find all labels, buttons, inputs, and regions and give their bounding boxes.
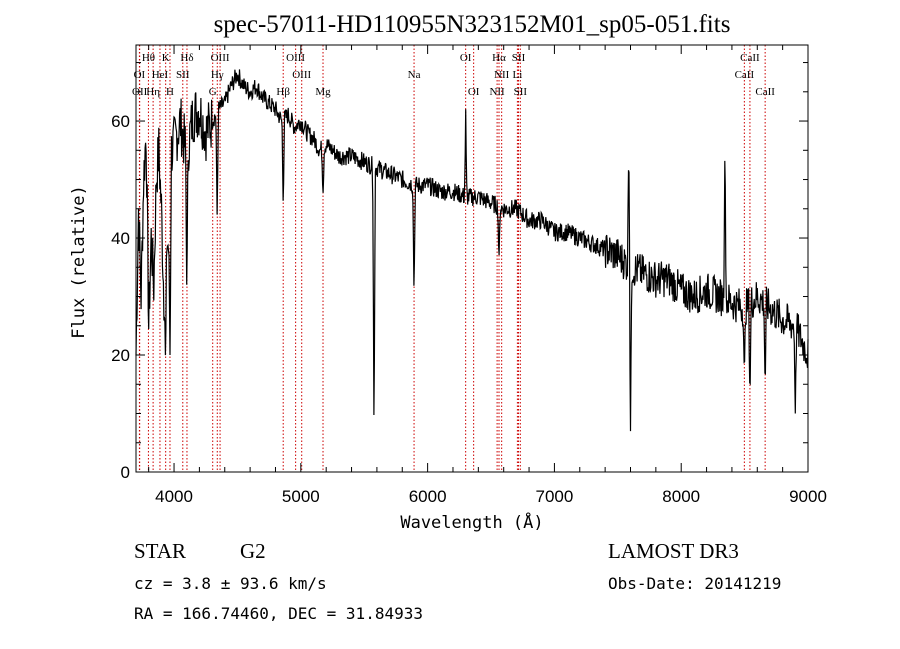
- x-axis-label: Wavelength (Å): [400, 511, 543, 533]
- line-label: G: [209, 86, 217, 98]
- line-label: Li: [513, 69, 523, 81]
- object-subclass: G2: [240, 539, 266, 563]
- line-label: Hθ: [142, 52, 155, 64]
- line-label: NII: [494, 69, 510, 81]
- x-tick-label: 5000: [282, 487, 320, 506]
- line-label: HeI: [152, 69, 169, 81]
- x-tick-label: 6000: [409, 487, 447, 506]
- y-tick-label: 0: [121, 463, 130, 482]
- y-axis-label: Flux (relative): [69, 185, 89, 339]
- y-tick-label: 40: [111, 229, 130, 248]
- line-label: OIII: [211, 52, 230, 64]
- plot-frame: [135, 44, 809, 473]
- line-label: Hγ: [211, 69, 224, 81]
- line-label: OI: [460, 52, 472, 64]
- spectrum-series: [135, 69, 809, 432]
- line-label: OI: [134, 69, 146, 81]
- line-label: SII: [176, 69, 190, 81]
- line-label: K: [162, 52, 170, 64]
- line-label: CaII: [735, 69, 755, 81]
- line-label: NII: [489, 86, 505, 98]
- line-label: Mg: [315, 86, 331, 98]
- line-label: OIII: [286, 52, 305, 64]
- obs-date-text: Obs-Date: 20141219: [608, 574, 782, 593]
- x-tick-label: 7000: [536, 487, 574, 506]
- line-label: CaII: [740, 52, 760, 64]
- x-tick-label: 9000: [789, 487, 827, 506]
- line-label: H: [166, 86, 174, 98]
- object-class: STAR: [134, 539, 186, 563]
- x-tick-label: 4000: [155, 487, 193, 506]
- line-label: Hη: [146, 86, 160, 98]
- line-label: Na: [408, 69, 421, 81]
- line-label: Hα: [492, 52, 506, 64]
- line-label: Hδ: [180, 52, 193, 64]
- line-markers: [138, 45, 766, 472]
- line-label: Hβ: [276, 86, 290, 98]
- redshift-text: cz = 3.8 ± 93.6 km/s: [134, 574, 327, 593]
- line-label: SII: [512, 52, 526, 64]
- x-tick-label: 8000: [662, 487, 700, 506]
- line-label: OI: [468, 86, 480, 98]
- y-tick-label: 20: [111, 346, 130, 365]
- y-tick-label: 60: [111, 112, 130, 131]
- coordinates-text: RA = 166.74460, DEC = 31.84933: [134, 604, 423, 623]
- line-label: OIII: [292, 69, 311, 81]
- survey-name: LAMOST DR3: [608, 539, 739, 563]
- y-axis: 0 20 40 60: [111, 62, 808, 482]
- line-label: SII: [514, 86, 528, 98]
- line-label: CaII: [755, 86, 775, 98]
- chart-title: spec-57011-HD110955N323152M01_sp05-051.f…: [214, 11, 731, 38]
- x-axis: 4000 5000 6000 7000 8000 9000: [148, 45, 827, 506]
